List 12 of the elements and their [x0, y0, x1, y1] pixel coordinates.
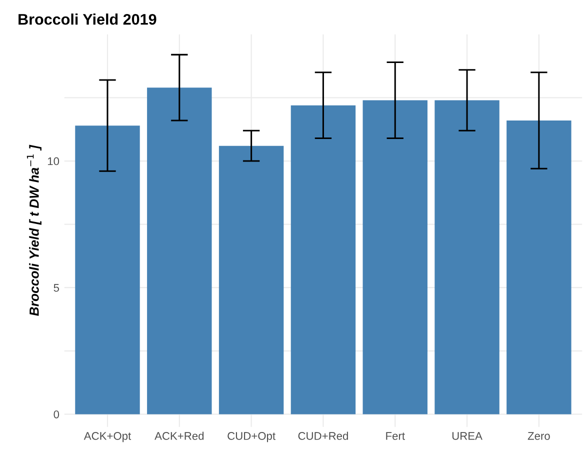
chart-title: Broccoli Yield 2019	[18, 14, 156, 25]
y-axis-title: Broccoli Yield [ t DW ha$^{−1}$ ]	[26, 144, 42, 316]
y-tick-label: 10	[48, 157, 60, 166]
x-tick-label: Zero	[528, 432, 550, 440]
y-tick-label: 5	[54, 284, 60, 292]
x-tick-label: CUD+Opt	[228, 432, 276, 442]
y-tick-label: 0	[54, 410, 60, 418]
x-tick-label: ACK+Red	[154, 432, 204, 440]
x-tick-label: UREA	[452, 432, 482, 440]
x-tick-label: CUD+Red	[298, 432, 348, 440]
x-tick-label: Fert	[386, 432, 405, 440]
x-tick-label: ACK+Opt	[84, 432, 132, 442]
